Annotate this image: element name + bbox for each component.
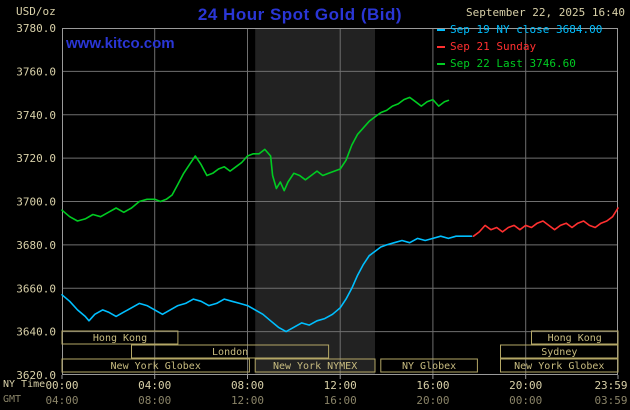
session-label: Hong Kong [93, 333, 147, 344]
legend-item-sep21: Sep 21 Sunday [437, 40, 602, 53]
session-box [380, 358, 478, 373]
legend-swatch-sep19-icon [437, 28, 445, 31]
session-label: NY Globex [402, 361, 456, 372]
session-label: London [212, 347, 248, 358]
session-label: Hong Kong [548, 333, 602, 344]
x-tick-label-gmt: 16:00 [324, 394, 357, 407]
session-box [61, 358, 250, 373]
y-tick-label: 3680.0 [16, 239, 56, 252]
plot-border [62, 28, 618, 375]
x-tick-label-gmt: 00:00 [509, 394, 542, 407]
session-box [531, 330, 619, 345]
x-tick-label-ny-time: 00:00 [45, 379, 78, 392]
session-label: New York Globex [514, 361, 604, 372]
y-tick-label: 3620.0 [16, 369, 56, 382]
session-label: New York Globex [111, 361, 201, 372]
legend-item-sep19: Sep 19 NY close 3684.00 [437, 23, 602, 36]
session-box [500, 358, 619, 373]
legend-swatch-sep22-icon [437, 62, 445, 65]
y-tick-label: 3760.0 [16, 65, 56, 78]
price-line-sep19 [61, 235, 473, 333]
chart-title: 24 Hour Spot Gold (Bid) [197, 5, 403, 24]
y-tick-label: 3780.0 [16, 22, 56, 35]
legend: Sep 19 NY close 3684.00 Sep 21 Sunday Se… [437, 23, 602, 70]
y-tick-label: 3740.0 [16, 109, 56, 122]
session-box [131, 344, 330, 359]
x-tick-label-ny-time: 08:00 [231, 379, 264, 392]
y-tick-label: 3700.0 [16, 196, 56, 209]
x-tick-label-ny-time: 12:00 [324, 379, 357, 392]
session-box [500, 344, 619, 359]
x-tick-label-gmt: 03:59 [594, 394, 627, 407]
legend-label-sep22: Sep 22 Last 3746.60 [450, 57, 576, 70]
x-tick-label-gmt: 20:00 [416, 394, 449, 407]
x-tick-label-ny-time: 04:00 [138, 379, 171, 392]
y-tick-label: 3720.0 [16, 152, 56, 165]
legend-swatch-sep21-icon [437, 45, 445, 48]
x-tick-label-gmt: 12:00 [231, 394, 264, 407]
session-label: New York NYMEX [273, 361, 357, 372]
x-tick-label-gmt: 08:00 [138, 394, 171, 407]
legend-label-sep19: Sep 19 NY close 3684.00 [450, 23, 603, 36]
session-box [61, 330, 179, 345]
kitco-watermark-link[interactable]: www.kitco.com [66, 35, 175, 52]
session-label: Sydney [541, 347, 577, 358]
x-tick-label-ny-time: 16:00 [416, 379, 449, 392]
y-axis-unit-label: USD/oz [16, 5, 56, 18]
chart-timestamp: September 22, 2025 16:40 [466, 6, 625, 19]
y-tick-label: 3660.0 [16, 282, 56, 295]
price-line-sep22 [61, 96, 450, 222]
x-axis-row-label-ny-time: NY Time [3, 379, 46, 390]
x-tick-label-ny-time: 23:59 [594, 379, 627, 392]
legend-item-sep22: Sep 22 Last 3746.60 [437, 57, 602, 70]
x-tick-label-ny-time: 20:00 [509, 379, 542, 392]
price-line-sep21 [472, 207, 619, 237]
session-box [254, 358, 376, 373]
y-tick-label: 3640.0 [16, 326, 56, 339]
x-tick-label-gmt: 04:00 [45, 394, 78, 407]
x-axis-row-label-gmt: GMT [3, 394, 22, 405]
legend-label-sep21: Sep 21 Sunday [450, 40, 537, 53]
